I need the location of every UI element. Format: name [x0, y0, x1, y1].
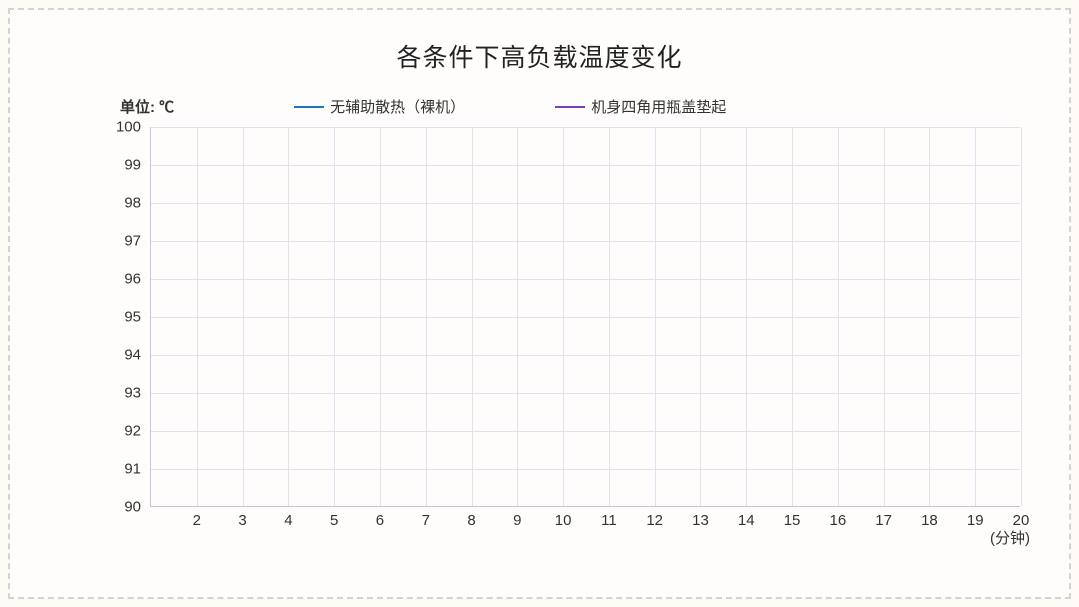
ytick-label: 97 — [124, 233, 151, 250]
ytick-label: 95 — [124, 309, 151, 326]
ytick-label: 98 — [124, 195, 151, 212]
vgrid-line — [426, 127, 427, 506]
xtick-label: 13 — [692, 506, 709, 529]
xtick-label: 20 — [1013, 506, 1030, 529]
hgrid-line — [151, 469, 1020, 470]
vgrid-line — [288, 127, 289, 506]
xtick-label: 12 — [646, 506, 663, 529]
ytick-label: 92 — [124, 423, 151, 440]
xtick-label: 4 — [284, 506, 292, 529]
vgrid-line — [609, 127, 610, 506]
ytick-label: 91 — [124, 461, 151, 478]
unit-label: 单位: ℃ — [120, 96, 174, 117]
legend-label-0: 无辅助散热（裸机） — [330, 96, 465, 117]
xtick-label: 15 — [784, 506, 801, 529]
xtick-label: 17 — [875, 506, 892, 529]
xaxis-label: (分钟) — [990, 527, 1030, 548]
vgrid-line — [700, 127, 701, 506]
vgrid-line — [975, 127, 976, 506]
ytick-label: 90 — [124, 499, 151, 516]
xtick-label: 7 — [422, 506, 430, 529]
xtick-label: 3 — [238, 506, 246, 529]
hgrid-line — [151, 317, 1020, 318]
xtick-label: 16 — [829, 506, 846, 529]
hgrid-line — [151, 393, 1020, 394]
xtick-label: 19 — [967, 506, 984, 529]
hgrid-line — [151, 165, 1020, 166]
xtick-label: 8 — [467, 506, 475, 529]
page-background: 各条件下高负载温度变化 单位: ℃ 无辅助散热（裸机） 机身四角用瓶盖垫起 (分… — [0, 0, 1079, 607]
ytick-label: 94 — [124, 347, 151, 364]
legend-item-1: 机身四角用瓶盖垫起 — [555, 96, 726, 117]
chart-area: (分钟) 10099989796959493929190234567891011… — [110, 127, 1040, 547]
vgrid-line — [243, 127, 244, 506]
vgrid-line — [563, 127, 564, 506]
xtick-label: 18 — [921, 506, 938, 529]
xtick-label: 2 — [193, 506, 201, 529]
legend-row: 单位: ℃ 无辅助散热（裸机） 机身四角用瓶盖垫起 — [40, 96, 1039, 117]
hgrid-line — [151, 355, 1020, 356]
xtick-label: 11 — [601, 506, 617, 529]
xtick-label: 10 — [555, 506, 572, 529]
legend-label-1: 机身四角用瓶盖垫起 — [591, 96, 726, 117]
vgrid-line — [472, 127, 473, 506]
vgrid-line — [838, 127, 839, 506]
xtick-label: 14 — [738, 506, 755, 529]
ytick-label: 96 — [124, 271, 151, 288]
legend-swatch-1 — [555, 106, 585, 108]
vgrid-line — [792, 127, 793, 506]
hgrid-line — [151, 431, 1020, 432]
hgrid-line — [151, 203, 1020, 204]
hgrid-line — [151, 241, 1020, 242]
hgrid-line — [151, 279, 1020, 280]
vgrid-line — [746, 127, 747, 506]
ytick-label: 100 — [116, 119, 151, 136]
chart-title: 各条件下高负载温度变化 — [40, 38, 1039, 74]
xtick-label: 5 — [330, 506, 338, 529]
legend-swatch-0 — [294, 106, 324, 108]
plot-area: (分钟) 10099989796959493929190234567891011… — [150, 127, 1020, 507]
vgrid-line — [1021, 127, 1022, 506]
chart-frame: 各条件下高负载温度变化 单位: ℃ 无辅助散热（裸机） 机身四角用瓶盖垫起 (分… — [8, 8, 1071, 599]
vgrid-line — [884, 127, 885, 506]
xtick-label: 6 — [376, 506, 384, 529]
ytick-label: 99 — [124, 157, 151, 174]
hgrid-line — [151, 127, 1020, 128]
ytick-label: 93 — [124, 385, 151, 402]
legend-item-0: 无辅助散热（裸机） — [294, 96, 465, 117]
vgrid-line — [334, 127, 335, 506]
vgrid-line — [517, 127, 518, 506]
vgrid-line — [380, 127, 381, 506]
xtick-label: 9 — [513, 506, 521, 529]
vgrid-line — [655, 127, 656, 506]
vgrid-line — [197, 127, 198, 506]
vgrid-line — [929, 127, 930, 506]
